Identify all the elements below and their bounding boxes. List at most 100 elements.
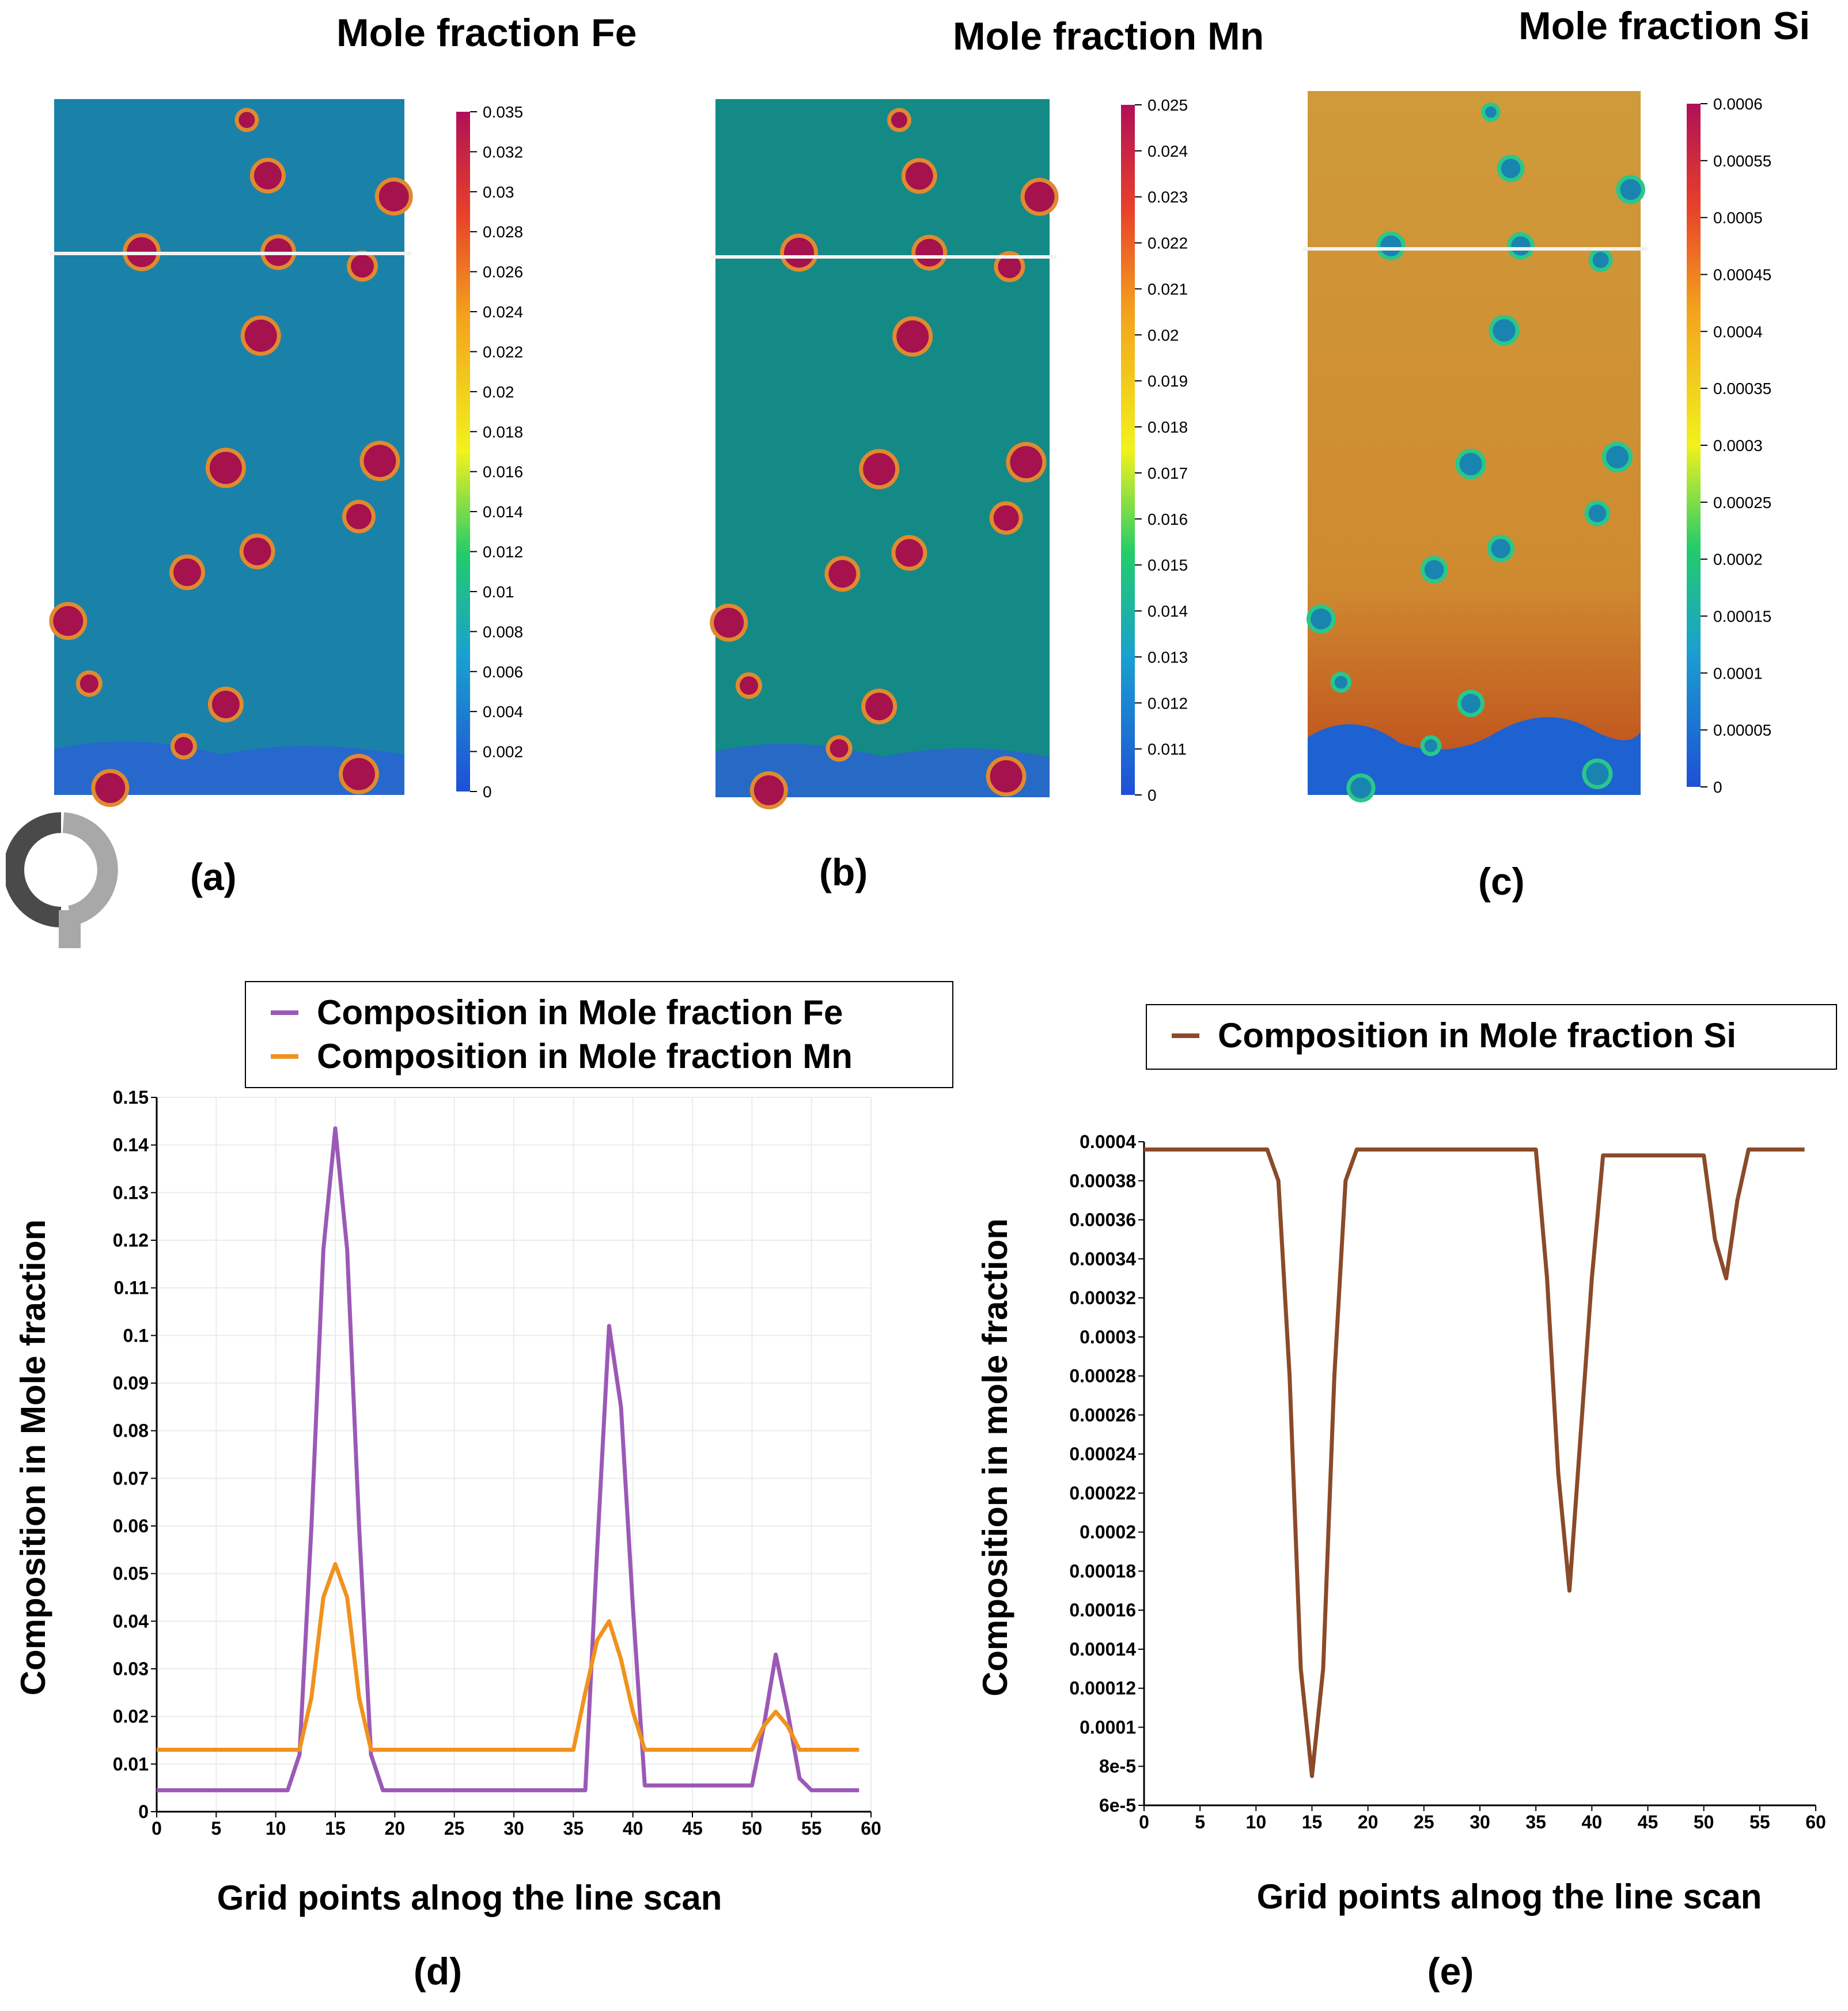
y-tick-label: 0.04 xyxy=(113,1611,149,1631)
x-tick-label: 45 xyxy=(1638,1812,1658,1832)
colorbar-tick-label: 0.016 xyxy=(483,463,523,481)
colorbar-tick-label: 0.012 xyxy=(483,543,523,561)
colorbar-tick-label: 0.011 xyxy=(1148,740,1187,758)
particle xyxy=(1334,676,1347,689)
particle xyxy=(174,737,193,756)
particle xyxy=(1350,777,1372,798)
particle xyxy=(895,539,923,567)
colorbar-tick-label: 0.00045 xyxy=(1713,266,1771,284)
legend-box xyxy=(245,981,953,1088)
map-c-label: (c) xyxy=(1478,860,1525,903)
x-tick-label: 35 xyxy=(1525,1812,1546,1832)
particle xyxy=(1588,504,1607,522)
colorbar xyxy=(1687,104,1701,787)
particle xyxy=(905,162,933,190)
particle xyxy=(363,445,396,478)
x-tick-label: 15 xyxy=(1302,1812,1323,1832)
y-tick-label: 0.00012 xyxy=(1069,1678,1136,1699)
x-tick-label: 45 xyxy=(682,1818,703,1839)
x-tick-label: 60 xyxy=(1805,1812,1826,1832)
map-field xyxy=(1308,91,1641,795)
y-tick-label: 0.11 xyxy=(113,1278,149,1298)
x-tick-label: 5 xyxy=(211,1818,221,1839)
y-axis-label: Composition in mole fraction xyxy=(976,1218,1014,1696)
x-tick-label: 30 xyxy=(503,1818,524,1839)
map-panel-1: 0.025 0.024 0.023 0.022 0.021 0.02 0.019 0.018 0… xyxy=(710,96,1188,809)
y-tick-label: 0.07 xyxy=(113,1468,149,1489)
x-tick-label: 15 xyxy=(325,1818,346,1839)
y-tick-label: 0 xyxy=(138,1801,149,1822)
colorbar-tick-label: 0.006 xyxy=(483,663,523,681)
particle xyxy=(1586,762,1609,785)
y-tick-label: 0.00034 xyxy=(1069,1248,1136,1269)
colorbar-tick-label: 0.022 xyxy=(483,343,523,361)
colorbar-tick-label: 0.035 xyxy=(483,103,523,121)
x-tick-label: 50 xyxy=(1694,1812,1714,1832)
y-tick-label: 0.12 xyxy=(113,1230,149,1251)
map-depleted-zone xyxy=(715,744,1050,797)
x-tick-label: 5 xyxy=(1195,1812,1205,1832)
map-panel-0: 0.035 0.032 0.03 0.028 0.026 0.024 0.022 0.02 0.… xyxy=(49,99,523,807)
particle xyxy=(95,772,126,803)
logo xyxy=(6,812,118,948)
particle xyxy=(1424,739,1438,752)
particle xyxy=(1493,319,1516,342)
x-tick-label: 20 xyxy=(385,1818,406,1839)
particle xyxy=(1024,181,1055,212)
x-axis-label: Grid points alnog the line scan xyxy=(1257,1877,1762,1916)
y-tick-label: 0.09 xyxy=(113,1373,149,1393)
colorbar-tick-label: 0.03 xyxy=(483,183,514,201)
colorbar-tick-label: 0.00005 xyxy=(1713,721,1771,739)
particle xyxy=(1491,539,1511,559)
particle xyxy=(1605,445,1629,469)
x-tick-label: 60 xyxy=(861,1818,881,1839)
colorbar-tick-label: 0.0005 xyxy=(1713,209,1763,227)
colorbar-tick-label: 0.02 xyxy=(1148,326,1179,344)
particle xyxy=(79,674,99,693)
y-tick-label: 0.01 xyxy=(113,1754,149,1774)
particle xyxy=(378,181,409,212)
map-panel-2: 0.0006 0.00055 0.0005 0.00045 0.0004 0.00035 0… xyxy=(1303,91,1771,802)
x-tick-label: 30 xyxy=(1470,1812,1490,1832)
particle xyxy=(896,320,929,353)
colorbar xyxy=(1121,105,1135,795)
particle xyxy=(253,161,282,190)
colorbar-tick-label: 0.008 xyxy=(483,623,523,641)
panel-label: (e) xyxy=(1427,1950,1474,1993)
colorbar-tick-label: 0.0006 xyxy=(1713,95,1763,113)
colorbar-tick-label: 0.014 xyxy=(483,503,523,521)
colorbar-tick-label: 0.02 xyxy=(483,383,514,401)
map-field xyxy=(715,99,1050,797)
particle xyxy=(1424,560,1444,580)
x-tick-label: 20 xyxy=(1358,1812,1379,1832)
colorbar-tick-label: 0.0002 xyxy=(1713,551,1763,569)
particle xyxy=(1511,236,1531,256)
chart-d: 0 5 10 15 20 25 30 35 40 45 50 55 60 0 0.01 0.02 0.03 0.0… xyxy=(14,981,953,1993)
colorbar-tick-label: 0.015 xyxy=(1148,556,1188,574)
colorbar-tick-label: 0.018 xyxy=(483,423,523,441)
map-a-title: Mole fraction Fe xyxy=(336,11,637,55)
colorbar-tick-label: 0.013 xyxy=(1148,648,1188,666)
particle xyxy=(244,319,277,352)
y-tick-label: 0.0002 xyxy=(1080,1522,1136,1543)
x-axis-label: Grid points alnog the line scan xyxy=(217,1879,722,1917)
colorbar-tick-label: 0 xyxy=(1148,786,1157,804)
colorbar-tick-label: 0.024 xyxy=(1148,142,1188,160)
particle xyxy=(863,453,896,486)
x-tick-label: 35 xyxy=(563,1818,584,1839)
particle xyxy=(243,537,271,566)
colorbar-tick-label: 0.00055 xyxy=(1713,152,1771,170)
map-a-label: (a) xyxy=(190,855,237,898)
colorbar-tick-label: 0.019 xyxy=(1148,372,1188,390)
y-tick-label: 0.00018 xyxy=(1069,1561,1136,1581)
y-tick-label: 0.14 xyxy=(113,1135,149,1156)
y-tick-label: 0.08 xyxy=(113,1421,149,1441)
particle xyxy=(1010,446,1043,479)
colorbar-tick-label: 0.018 xyxy=(1148,418,1188,436)
colorbar-tick-label: 0.026 xyxy=(483,263,523,281)
legend-box xyxy=(1146,1004,1837,1070)
x-tick-label: 10 xyxy=(1246,1812,1267,1832)
color-maps: 0.0350.0320.030.0280.0260.0240.0220.020.… xyxy=(49,91,1771,809)
y-tick-label: 8e-5 xyxy=(1099,1756,1136,1777)
y-tick-label: 0.00024 xyxy=(1069,1444,1136,1464)
